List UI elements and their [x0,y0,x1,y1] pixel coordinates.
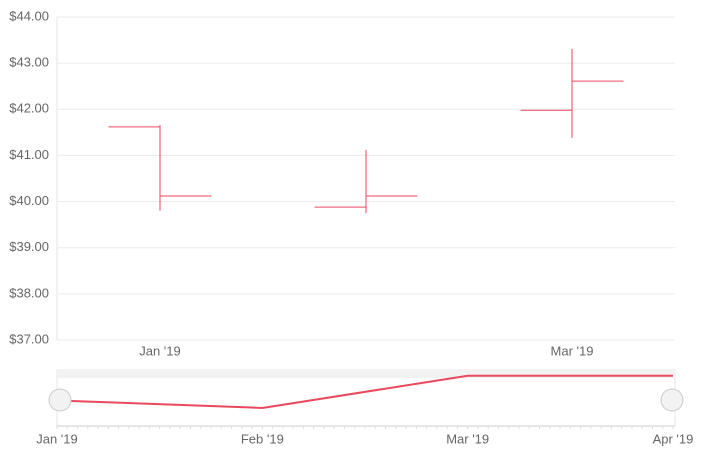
x-tick-label: Mar '19 [446,431,489,446]
navigator-frame [56,369,676,427]
navigator-strip [57,370,675,378]
y-tick-label: $38.00 [9,285,49,300]
x-tick-label: Jan '19 [139,343,181,358]
y-tick-label: $40.00 [9,193,49,208]
y-tick-label: $43.00 [9,55,49,70]
y-tick-label: $39.00 [9,239,49,254]
x-tick-label: Feb '19 [241,431,284,446]
x-tick-label: Jan '19 [36,431,78,446]
y-tick-label: $42.00 [9,101,49,116]
navigator-line [56,374,673,409]
y-tick-label: $37.00 [9,331,49,346]
x-tick-label: Apr '19 [653,431,694,446]
y-tick-label: $44.00 [9,8,49,23]
y-tick-label: $41.00 [9,147,49,162]
x-tick-label: Mar '19 [551,343,594,358]
navigator-handle [48,388,72,412]
navigator-handle [660,388,684,412]
